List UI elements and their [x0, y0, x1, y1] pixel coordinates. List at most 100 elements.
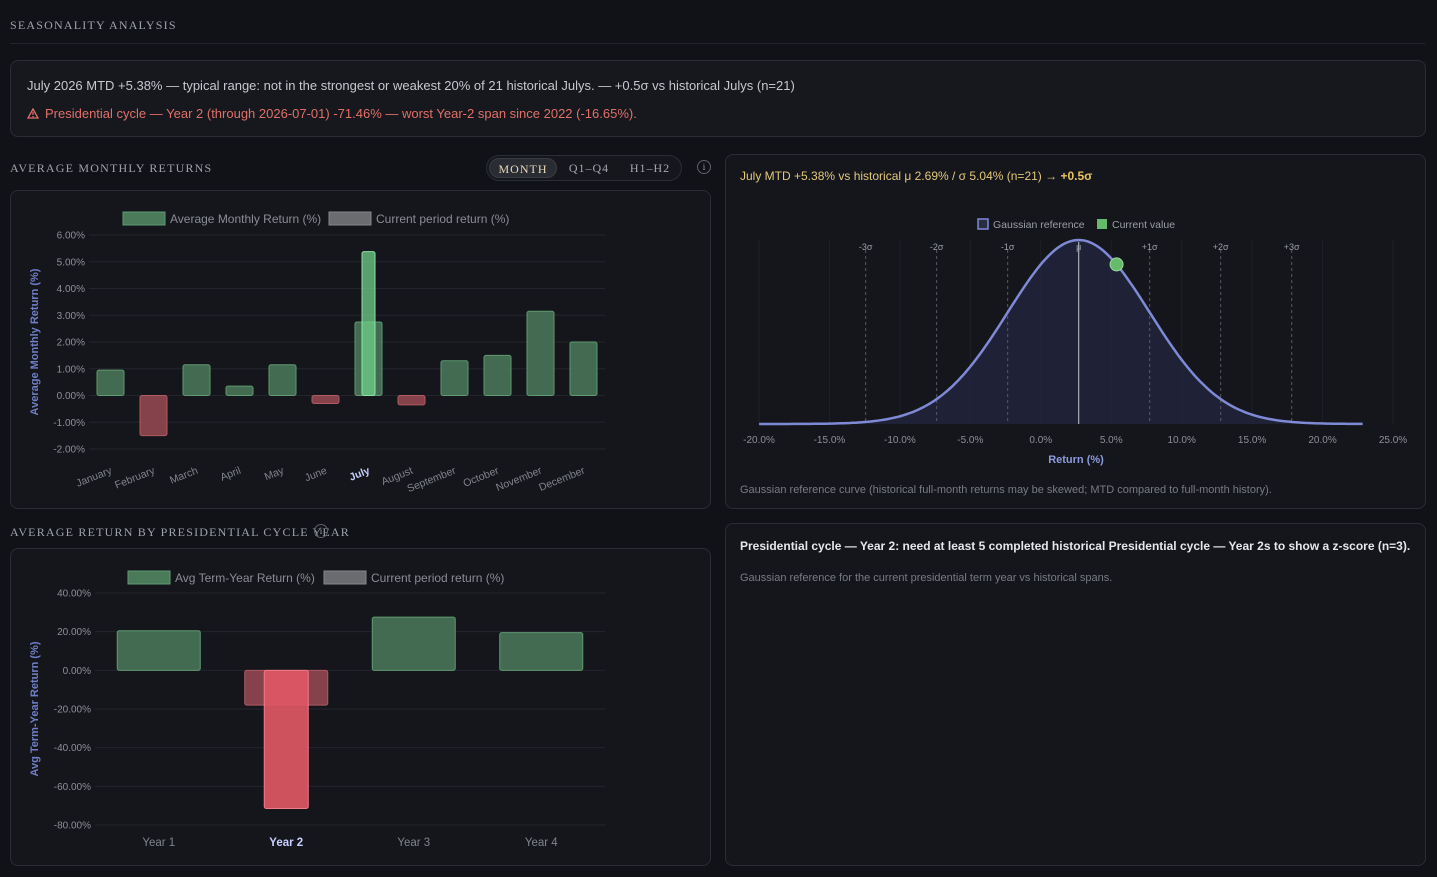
sigma-label: +1σ: [1142, 242, 1158, 252]
cycle-warning: Presidential cycle — Year 2 (through 202…: [26, 106, 637, 121]
y-tick-label: -2.00%: [53, 445, 85, 456]
cycle-warning-text: Presidential cycle — Year 2 (through 202…: [45, 106, 637, 121]
y-tick-label: 20.00%: [57, 627, 91, 638]
x-tick-label: -5.0%: [957, 435, 983, 446]
bar-current-year-2: [263, 669, 309, 809]
gaussian-headline-text: July MTD +5.38% vs historical μ 2.69% / …: [740, 169, 1061, 183]
x-tick-label: Year 2: [269, 837, 303, 849]
bar-average-year-1: [116, 630, 201, 671]
legend-label-current: Current period return (%): [376, 212, 509, 226]
summary-line: July 2026 MTD +5.38% — typical range: no…: [27, 78, 795, 93]
gaussian-panel: July MTD +5.38% vs historical μ 2.69% / …: [725, 154, 1426, 509]
bar-average-december: [569, 341, 598, 396]
bar-average-year-3: [371, 616, 456, 671]
toggle-month[interactable]: MONTH: [489, 158, 557, 178]
warning-triangle-icon: [26, 107, 40, 119]
gaussian-chart: Gaussian reference Current value -20.0% -15…: [743, 218, 1407, 466]
x-tick-label: April: [219, 465, 243, 484]
y-tick-label: -40.00%: [54, 743, 91, 754]
bar-average-march: [182, 364, 211, 397]
gaussian-curve: [759, 238, 1363, 426]
y-tick-label: 0.00%: [57, 391, 85, 402]
cycle-zscore-headline: Presidential cycle — Year 2: need at lea…: [740, 539, 1411, 553]
legend-swatch-average: [122, 211, 166, 226]
x-tick-label: 20.0%: [1308, 435, 1336, 446]
legend-swatch-average: [127, 570, 171, 585]
y-tick-label: -1.00%: [53, 418, 85, 429]
y-tick-label: 40.00%: [57, 589, 91, 600]
bar-average-february: [139, 395, 168, 437]
y-tick-label: 3.00%: [57, 311, 85, 322]
bar-average-january: [96, 369, 125, 396]
page-title: SEASONALITY ANALYSIS: [10, 18, 177, 32]
x-tick-label: May: [263, 464, 287, 483]
cycle-section-title: AVERAGE RETURN BY PRESIDENTIAL CYCLE YEA…: [10, 525, 350, 539]
y-tick-label: 4.00%: [57, 284, 85, 295]
y-tick-label: -20.00%: [54, 705, 91, 716]
x-tick-label: 0.0%: [1029, 435, 1052, 446]
bar-average-april: [225, 385, 254, 396]
sigma-label: +3σ: [1284, 242, 1300, 252]
summary-banner: July 2026 MTD +5.38% — typical range: no…: [10, 60, 1426, 137]
y-tick-label: -60.00%: [54, 782, 91, 793]
y-tick-label: -80.00%: [54, 821, 91, 832]
gaussian-headline: July MTD +5.38% vs historical μ 2.69% / …: [740, 169, 1092, 183]
legend-swatch-current: [328, 211, 372, 226]
legend-label-current: Current value: [1112, 219, 1175, 231]
legend-swatch-gaussian: [977, 218, 989, 230]
x-tick-label: -15.0%: [814, 435, 846, 446]
x-tick-label: September: [405, 464, 458, 495]
monthly-section-title: AVERAGE MONTHLY RETURNS: [10, 161, 213, 175]
y-tick-label: 0.00%: [63, 666, 91, 677]
cycle-zscore-caption: Gaussian reference for the current presi…: [740, 572, 1113, 584]
x-tick-label: January: [74, 464, 114, 489]
x-tick-label: March: [168, 465, 200, 487]
monthly-returns-chart: 6.00% 5.00% 4.00% 3.00% 2.00% 1.00% 0.00% -1.00…: [29, 211, 605, 495]
legend-swatch-current: [323, 570, 367, 585]
x-tick-label: November: [494, 464, 544, 493]
legend-label-average: Average Monthly Return (%): [170, 212, 321, 226]
y-tick-label: 6.00%: [57, 231, 85, 242]
period-toggle: MONTH Q1–Q4 H1–H2: [486, 155, 682, 181]
sigma-label: -1σ: [1001, 242, 1015, 252]
header-divider: [10, 43, 1425, 44]
x-tick-label: Year 4: [525, 837, 558, 849]
bar-average-september: [440, 360, 469, 397]
cycle-chart-panel: 40.00% 20.00% 0.00% -20.00% -40.00% -60.00% -8…: [10, 548, 711, 866]
gaussian-area: [759, 240, 1363, 424]
cycle-info-icon[interactable]: i: [314, 524, 328, 538]
monthly-chart-panel: 6.00% 5.00% 4.00% 3.00% 2.00% 1.00% 0.00% -1.00…: [10, 190, 711, 509]
legend-label-gaussian: Gaussian reference: [993, 219, 1085, 231]
x-axis-label: Return (%): [1048, 454, 1104, 466]
sigma-label: μ: [1076, 242, 1081, 252]
y-tick-label: 5.00%: [57, 257, 85, 268]
x-tick-label: 5.0%: [1100, 435, 1123, 446]
x-tick-label: 10.0%: [1167, 435, 1195, 446]
x-tick-label: December: [537, 464, 587, 493]
legend-swatch-current: [1097, 219, 1107, 229]
x-tick-label: Year 3: [397, 837, 430, 849]
cycle-zscore-panel: Presidential cycle — Year 2: need at lea…: [725, 523, 1426, 866]
x-tick-label: -10.0%: [884, 435, 916, 446]
bar-average-may: [268, 364, 297, 397]
sigma-label: -2σ: [930, 242, 944, 252]
toggle-quarters[interactable]: Q1–Q4: [568, 161, 610, 175]
legend-label-average: Avg Term-Year Return (%): [175, 571, 315, 585]
current-value-dot: [1109, 257, 1124, 272]
x-tick-label: July: [348, 465, 372, 484]
bar-current-july: [361, 251, 376, 396]
sigma-label: -3σ: [859, 242, 873, 252]
x-tick-label: Year 1: [142, 837, 175, 849]
toggle-halves[interactable]: H1–H2: [629, 161, 671, 175]
x-tick-label: June: [303, 465, 329, 485]
y-tick-label: 1.00%: [57, 364, 85, 375]
y-axis-label: Average Monthly Return (%): [29, 268, 41, 415]
bar-average-june: [311, 395, 340, 405]
monthly-info-icon[interactable]: i: [697, 160, 711, 174]
x-tick-label: 25.0%: [1379, 435, 1407, 446]
bar-average-august: [397, 395, 426, 406]
bar-average-november: [526, 310, 555, 396]
x-tick-label: 15.0%: [1238, 435, 1266, 446]
legend-label-current: Current period return (%): [371, 571, 504, 585]
sigma-label: +2σ: [1213, 242, 1229, 252]
